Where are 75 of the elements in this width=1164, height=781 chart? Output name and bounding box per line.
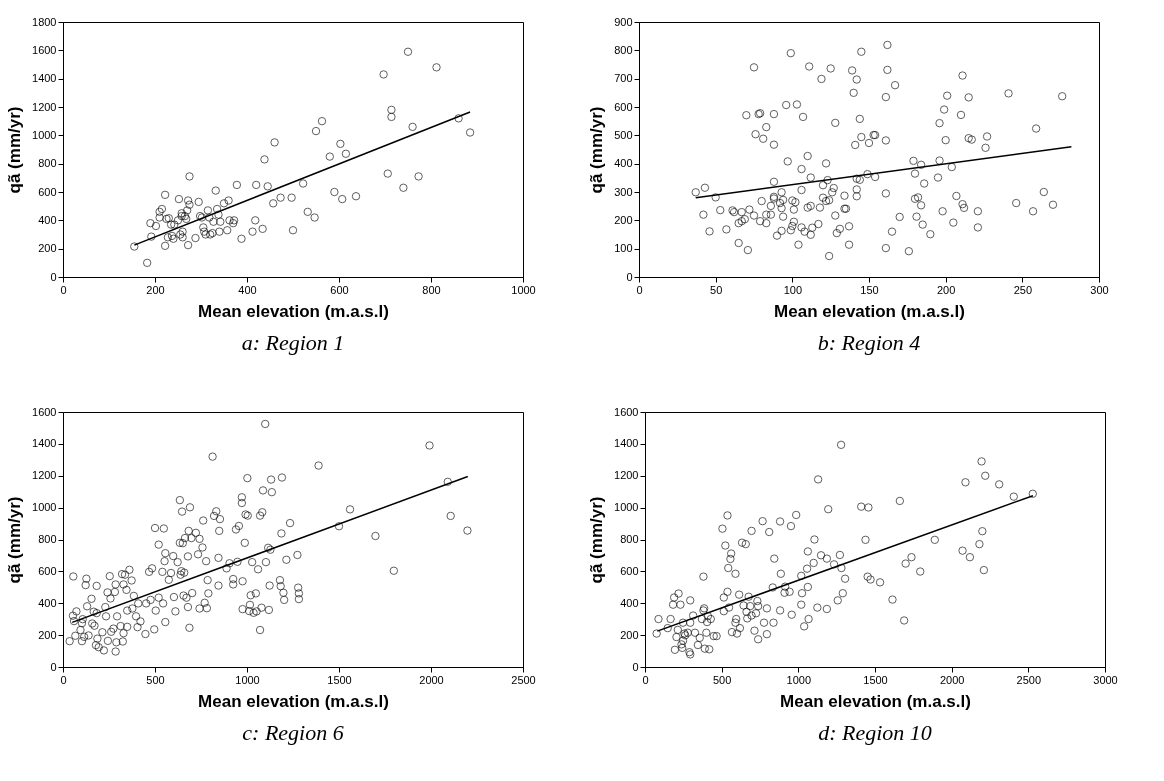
x-tick-label: 200 [936, 283, 956, 296]
x-tick-label: 1500 [327, 673, 352, 686]
x-tick-label: 800 [422, 283, 441, 296]
x-tick-label: 0 [642, 673, 649, 686]
x-tick-label: 500 [146, 673, 165, 686]
x-tick-label: 150 [860, 283, 879, 296]
x-tick-label: 2500 [511, 673, 536, 686]
y-tick-label: 200 [38, 628, 57, 641]
y-tick-label: 0 [50, 660, 57, 673]
y-axis-title: qã (mm/yr) [587, 106, 607, 194]
y-tick-label: 1400 [32, 437, 57, 450]
x-tick-label: 0 [60, 283, 67, 296]
y-tick-label: 200 [614, 213, 633, 226]
y-tick-label: 500 [614, 128, 633, 141]
y-tick-label: 1000 [32, 128, 57, 141]
y-tick-label: 1000 [614, 501, 639, 514]
text: c: Region 6 [242, 720, 344, 745]
y-tick-label: 800 [614, 43, 633, 56]
y-tick-label: 1200 [614, 469, 639, 482]
y-tick-label: 1400 [614, 437, 639, 450]
x-tick-label: 500 [712, 673, 732, 686]
x-tick-label: 600 [330, 283, 349, 296]
y-tick-label: 400 [38, 596, 57, 609]
y-tick-label: 0 [626, 270, 633, 283]
x-tick-label: 1000 [786, 673, 812, 686]
y-tick-label: 0 [50, 270, 57, 283]
x-tick-label: 400 [238, 283, 257, 296]
x-axis-title: Mean elevation (m.a.s.l) [198, 691, 389, 711]
y-tick-label: 1200 [32, 469, 57, 482]
y-tick-label: 800 [38, 157, 57, 170]
y-tick-label: 200 [38, 242, 57, 255]
x-tick-label: 200 [146, 283, 165, 296]
y-tick-label: 400 [38, 213, 57, 226]
x-tick-label: 2500 [1016, 673, 1042, 686]
y-tick-label: 1600 [32, 405, 57, 418]
y-axis-title: qã (mm/yr) [5, 106, 25, 194]
y-tick-label: 1000 [32, 501, 57, 514]
y-tick-label: 1400 [32, 72, 57, 85]
y-tick-label: 100 [614, 242, 633, 255]
y-tick-label: 600 [38, 185, 57, 198]
text: a: Region 1 [241, 330, 345, 355]
y-tick-label: 1600 [32, 43, 57, 56]
y-tick-label: 600 [614, 100, 633, 113]
y-tick-label: 1800 [32, 15, 57, 28]
y-tick-label: 0 [632, 660, 639, 673]
y-tick-label: 600 [38, 564, 57, 577]
y-tick-label: 800 [38, 533, 57, 545]
x-tick-label: 50 [710, 283, 723, 296]
y-tick-label: 200 [620, 628, 639, 641]
x-tick-label: 1000 [511, 283, 536, 296]
x-tick-label: 3000 [1093, 673, 1118, 686]
y-tick-label: 600 [620, 564, 639, 577]
y-tick-label: 700 [614, 72, 633, 85]
y-tick-label: 900 [614, 15, 633, 28]
text: b: Region 4 [817, 330, 921, 355]
x-axis-title: Mean elevation (m.a.s.l) [774, 301, 965, 321]
x-tick-label: 0 [60, 673, 67, 686]
y-tick-label: 800 [620, 533, 639, 545]
y-tick-label: 400 [614, 157, 633, 170]
x-tick-label: 100 [783, 283, 803, 296]
x-axis-title: Mean elevation (m.a.s.l) [198, 301, 389, 321]
x-tick-label: 2000 [939, 673, 965, 686]
x-tick-label: 250 [1013, 283, 1033, 296]
x-tick-label: 1500 [863, 673, 888, 686]
y-axis-title: qã (mm/yr) [5, 496, 25, 584]
y-tick-label: 300 [614, 185, 633, 198]
x-tick-label: 2000 [419, 673, 444, 686]
text: d: Region 10 [818, 720, 932, 745]
y-axis-title: qã (mm/yr) [587, 496, 607, 584]
y-tick-label: 1600 [614, 405, 639, 418]
y-tick-label: 400 [620, 596, 639, 609]
x-tick-label: 1000 [235, 673, 260, 686]
x-axis-title: Mean elevation (m.a.s.l) [780, 691, 971, 711]
y-tick-label: 1200 [32, 100, 57, 113]
x-tick-label: 300 [1090, 283, 1109, 296]
